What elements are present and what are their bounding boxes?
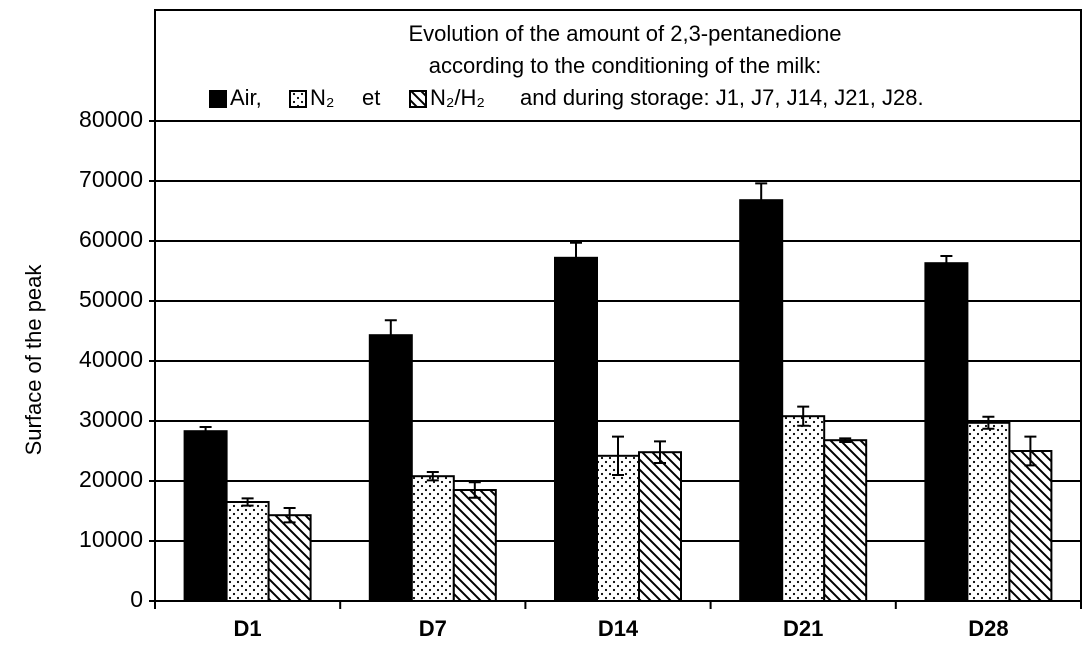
legend-label: N₂/H₂ — [430, 85, 485, 110]
error-bar — [426, 471, 439, 482]
bar — [966, 421, 1011, 602]
error-bar — [1024, 435, 1037, 467]
error-bar — [468, 481, 481, 499]
error-bar — [940, 255, 953, 272]
legend-label: N₂ — [310, 85, 334, 110]
x-tick-label: D14 — [598, 616, 639, 641]
bar — [452, 489, 497, 602]
chart-title: according to the conditioning of the mil… — [429, 53, 822, 78]
bar — [554, 256, 598, 602]
x-tick-label: D21 — [783, 616, 823, 641]
bar — [823, 439, 868, 603]
y-tick-label: 20000 — [79, 466, 143, 492]
bar — [638, 451, 682, 603]
error-bar — [797, 405, 810, 427]
legend-swatch — [409, 90, 427, 108]
bar — [596, 454, 640, 602]
x-tick-label: D7 — [419, 616, 447, 641]
bar — [1008, 450, 1053, 602]
error-bar — [654, 440, 666, 464]
y-tick-label: 80000 — [79, 106, 143, 132]
y-tick-label: 70000 — [79, 166, 143, 192]
y-tick-label: 0 — [130, 586, 143, 612]
error-bar — [283, 507, 296, 524]
legend-swatch — [209, 90, 227, 108]
bar — [183, 430, 228, 603]
legend-swatch — [289, 90, 307, 108]
bar — [225, 501, 270, 602]
y-tick-label: 50000 — [79, 286, 143, 312]
error-bar — [199, 426, 212, 437]
legend-suffix: and during storage: J1, J7, J14, J21, J2… — [520, 85, 924, 110]
x-tick-label: D28 — [968, 616, 1008, 641]
bar — [410, 475, 455, 603]
x-tick-label: D1 — [234, 616, 262, 641]
bar — [781, 415, 826, 603]
legend-label: Air, — [230, 85, 262, 110]
bar — [368, 334, 413, 602]
chart-title: Evolution of the amount of 2,3-pentanedi… — [409, 21, 842, 46]
legend-joiner: et — [362, 85, 380, 110]
y-tick-label: 60000 — [79, 226, 143, 252]
y-tick-label: 40000 — [79, 346, 143, 372]
y-tick-label: 30000 — [79, 406, 143, 432]
error-bar — [755, 182, 768, 218]
error-bar — [982, 415, 995, 430]
y-tick-label: 10000 — [79, 526, 143, 552]
error-bar — [612, 435, 624, 476]
bar — [739, 199, 784, 602]
bar — [924, 262, 969, 602]
y-axis-label: Surface of the peak — [21, 264, 46, 456]
bar — [267, 514, 312, 603]
error-bar — [570, 241, 582, 274]
error-bar — [839, 437, 852, 443]
error-bar — [384, 319, 397, 352]
error-bar — [241, 497, 254, 507]
